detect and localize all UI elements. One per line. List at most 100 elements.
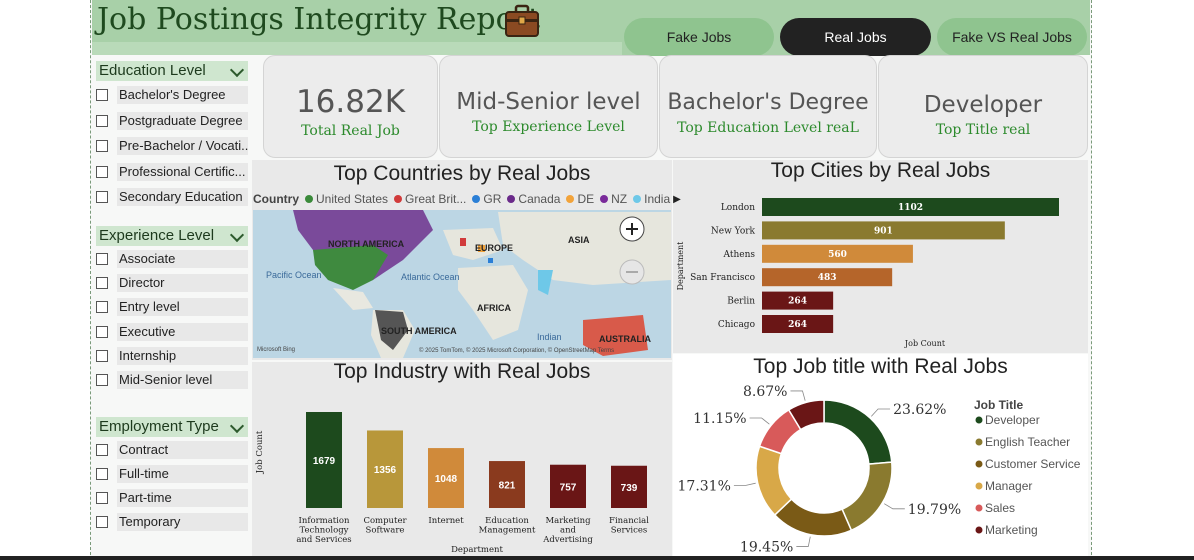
slicer-option[interactable]: Temporary: [96, 512, 248, 532]
donut-legend-label[interactable]: Developer: [985, 413, 1040, 427]
checkbox[interactable]: [96, 492, 108, 504]
map-legend-item[interactable]: India: [627, 192, 670, 206]
checkbox[interactable]: [96, 140, 108, 152]
industry-y-axis-label: Job Count: [255, 430, 265, 474]
donut-legend-title: Job Title: [974, 398, 1023, 412]
checkbox[interactable]: [96, 277, 108, 290]
map-legend-item[interactable]: NZ: [594, 192, 627, 206]
industry-data-label: 1356: [374, 465, 397, 476]
checkbox[interactable]: [96, 301, 108, 314]
city-bar[interactable]: [762, 268, 893, 287]
slicer-option-label: Executive: [117, 322, 248, 341]
employment-slicer-header[interactable]: Employment Type: [96, 417, 248, 437]
checkbox[interactable]: [96, 114, 108, 127]
legend-next-icon[interactable]: ▶: [673, 193, 681, 205]
donut-slice[interactable]: [823, 399, 893, 465]
map-legend-item[interactable]: United States: [299, 192, 388, 206]
slicer-option[interactable]: Postgraduate Degree: [96, 111, 248, 131]
city-bar[interactable]: [762, 221, 1005, 240]
slicer-option-label: Associate: [117, 250, 248, 268]
checkbox[interactable]: [96, 468, 108, 480]
map-legend-item[interactable]: Canada: [501, 192, 560, 206]
slicer-option[interactable]: Full-time: [96, 464, 248, 484]
chevron-down-icon[interactable]: [229, 418, 245, 434]
cities-y-axis-label: Department: [676, 241, 685, 291]
checkbox[interactable]: [96, 89, 108, 101]
checkbox[interactable]: [96, 374, 108, 386]
slicer-option[interactable]: Contract: [96, 440, 248, 460]
bing-logo: Microsoft Bing: [257, 347, 295, 353]
kpi-value: Mid-Senior level: [456, 89, 641, 115]
donut-slice[interactable]: [841, 461, 893, 532]
industry-bar[interactable]: [550, 464, 586, 508]
map-legend-item[interactable]: GR: [466, 192, 501, 206]
city-bar[interactable]: [762, 291, 834, 310]
slicer-option[interactable]: Associate: [96, 249, 248, 269]
nav-fake-jobs-button[interactable]: Fake Jobs: [624, 18, 774, 56]
kpi-label: Top Title real: [935, 122, 1031, 138]
slicer-option[interactable]: Pre-Bachelor / Vocati...: [96, 136, 248, 156]
map-legend-item[interactable]: Great Brit...: [388, 192, 466, 206]
country-map[interactable]: NORTH AMERICA EUROPE ASIA AFRICA SOUTH A…: [253, 210, 671, 358]
city-bar[interactable]: [762, 198, 1059, 216]
donut-legend-label[interactable]: Manager: [985, 479, 1032, 493]
zoom-in-button[interactable]: [619, 216, 645, 242]
job-title-donut-chart: 23.62% 19.79% 19.45% 17.31% 11.15% 8.67% Job T…: [678, 384, 1081, 555]
slicer-option[interactable]: Internship: [96, 346, 248, 366]
city-bar[interactable]: [762, 315, 834, 333]
legend-label: India: [644, 192, 671, 206]
slicer-option[interactable]: Director: [96, 273, 248, 293]
checkbox[interactable]: [96, 444, 108, 456]
slicer-option[interactable]: Mid-Senior level: [96, 370, 248, 390]
donut-leader-line: [790, 390, 806, 401]
donut-leader-line: [749, 417, 770, 425]
cities-chart-title: Top Cities by Real Jobs: [770, 159, 991, 182]
donut-slice[interactable]: [755, 445, 793, 517]
slicer-option[interactable]: Secondary Education: [96, 187, 248, 207]
checkbox[interactable]: [96, 165, 108, 178]
slicer-option[interactable]: Professional Certific...: [96, 162, 248, 182]
chevron-down-icon[interactable]: [229, 62, 245, 78]
city-data-label: 560: [828, 250, 847, 260]
city-data-label: 264: [788, 320, 807, 330]
city-bar[interactable]: [762, 244, 913, 263]
donut-legend-label[interactable]: Sales: [985, 501, 1015, 515]
zoom-out-button[interactable]: [619, 259, 645, 285]
checkbox[interactable]: [96, 253, 108, 265]
slicer-option-label: Director: [117, 274, 248, 293]
education-slicer-header[interactable]: Education Level: [96, 61, 248, 81]
nav-real-jobs-button[interactable]: Real Jobs: [780, 18, 931, 56]
donut-legend-label[interactable]: Marketing: [985, 523, 1038, 537]
industry-bar[interactable]: [367, 430, 403, 508]
checkbox[interactable]: [96, 516, 108, 528]
donut-data-label: 11.15%: [693, 411, 746, 427]
map-copyright[interactable]: © 2025 TomTom, © 2025 Microsoft Corporat…: [419, 347, 614, 354]
slicer-option[interactable]: Executive: [96, 322, 248, 342]
nav-fake-vs-real-button[interactable]: Fake VS Real Jobs: [937, 18, 1087, 56]
checkbox[interactable]: [96, 191, 108, 203]
checkbox[interactable]: [96, 325, 108, 338]
industry-bar[interactable]: [306, 412, 342, 508]
slicer-option-label: Pre-Bachelor / Vocati...: [117, 137, 248, 155]
industry-bar[interactable]: [611, 465, 647, 508]
kpi-label: Top Experience Level: [472, 119, 625, 135]
chevron-down-icon[interactable]: [229, 227, 245, 243]
industry-chart-title: Top Industry with Real Jobs: [333, 360, 591, 383]
kpi-label: Total Real Job: [301, 123, 400, 139]
donut-leader-line: [733, 482, 756, 486]
industry-bar[interactable]: [428, 448, 464, 508]
slicer-option[interactable]: Bachelor's Degree: [96, 85, 248, 105]
donut-legend-dot: [975, 504, 983, 512]
industry-bar[interactable]: [489, 461, 525, 508]
slicer-option[interactable]: Part-time: [96, 488, 248, 508]
united-states-region[interactable]: [313, 245, 388, 290]
slicer-option[interactable]: Entry level: [96, 297, 248, 317]
kpi-card-top-education: Bachelor's Degree Top Education Level re…: [659, 55, 877, 158]
donut-legend-label[interactable]: Customer Service: [985, 457, 1081, 471]
map-legend-item[interactable]: DE: [560, 192, 594, 206]
industry-tick-label: Services: [611, 526, 648, 536]
donut-slice[interactable]: [787, 399, 825, 431]
checkbox[interactable]: [96, 349, 108, 362]
experience-slicer-header[interactable]: Experience Level: [96, 226, 248, 246]
donut-legend-label[interactable]: English Teacher: [985, 435, 1070, 449]
